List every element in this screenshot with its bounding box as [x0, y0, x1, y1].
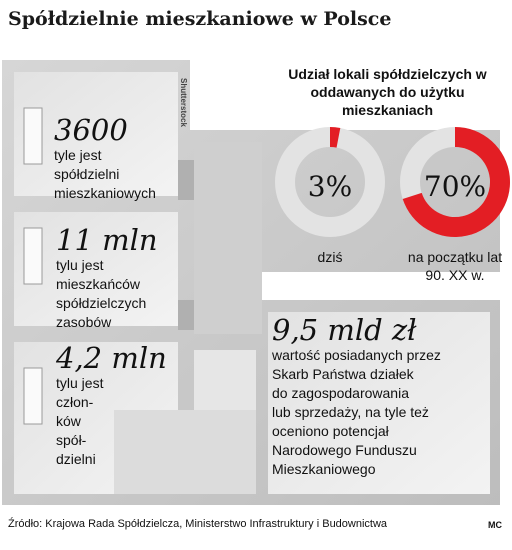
donut-slice — [402, 127, 510, 237]
donut-value-label: 70% — [423, 170, 487, 203]
author-initials: MC — [488, 520, 502, 530]
window-icon — [23, 227, 43, 285]
stat-description: tyle jest spółdzielni mieszkaniowych — [54, 147, 156, 201]
stat-cooperatives: 3600 tyle jest spółdzielni mieszkaniowyc… — [54, 114, 156, 203]
donut-chart-title: Udział lokali spółdzielczych w oddawanyc… — [288, 66, 487, 118]
bottom-room — [114, 410, 256, 494]
stat-description: tylu jest mieszkańców spółdzielczych zas… — [56, 257, 147, 330]
chart-title: Spółdzielnie mieszkaniowe w Polsce — [8, 8, 392, 30]
window-icon — [23, 107, 43, 165]
donut-caption: dziś — [317, 249, 343, 265]
room-4 — [268, 312, 490, 494]
small-room — [194, 350, 256, 410]
window-icon — [23, 367, 43, 425]
image-credit: Shutterstock — [179, 78, 188, 127]
stat-value: 4,2 mln — [56, 341, 167, 375]
stat-land-value: 9,5 mld zł wartość posiadanych przez Ska… — [272, 314, 441, 479]
stat-residents: 11 mln tylu jest mieszkańców spółdzielcz… — [56, 224, 158, 332]
stat-value: 3600 — [54, 113, 128, 147]
stat-description: tylu jest człon- ków spół- dzielni — [56, 375, 104, 467]
door-icon — [178, 300, 194, 330]
door-icon — [178, 160, 194, 200]
source-note: Źródło: Krajowa Rada Spółdzielcza, Minis… — [8, 518, 388, 530]
donut-charts — [275, 127, 510, 237]
stat-value: 9,5 mld zł — [272, 313, 417, 347]
stat-value: 11 mln — [56, 223, 158, 257]
stat-description: wartość posiadanych przez Skarb Państwa … — [272, 347, 441, 477]
donut-value-label: 3% — [307, 170, 353, 203]
stat-members: 4,2 mln tylu jest człon- ków spół- dziel… — [56, 342, 167, 469]
donut-slice — [330, 127, 341, 148]
donut-caption: na początku lat 90. XX w. — [407, 249, 503, 283]
corridor — [194, 142, 262, 334]
